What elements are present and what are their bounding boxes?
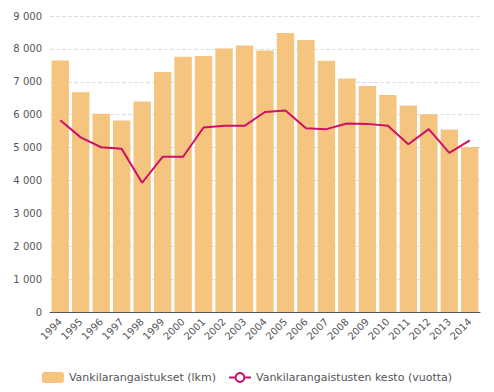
svg-text:1996: 1996 — [79, 316, 105, 342]
svg-text:1999: 1999 — [141, 316, 167, 342]
svg-text:2000: 2000 — [161, 316, 187, 342]
svg-text:6 000: 6 000 — [13, 109, 42, 120]
svg-text:1997: 1997 — [100, 316, 126, 342]
svg-text:2001: 2001 — [182, 316, 208, 342]
svg-text:1 000: 1 000 — [13, 274, 42, 285]
svg-text:2002: 2002 — [202, 316, 228, 342]
svg-text:7 000: 7 000 — [13, 76, 42, 87]
svg-text:2006: 2006 — [284, 316, 310, 342]
svg-text:2012: 2012 — [407, 316, 433, 342]
svg-text:1994: 1994 — [38, 316, 64, 342]
svg-text:Vankilarangaistukset (lkm): Vankilarangaistukset (lkm) — [69, 371, 216, 384]
svg-text:1998: 1998 — [120, 316, 146, 342]
svg-text:2005: 2005 — [264, 316, 290, 342]
svg-text:2014: 2014 — [448, 316, 474, 342]
svg-text:Vankilarangaistusten kesto (vu: Vankilarangaistusten kesto (vuotta) — [256, 371, 452, 384]
svg-text:1995: 1995 — [59, 316, 85, 342]
svg-text:2011: 2011 — [386, 316, 412, 342]
svg-text:0: 0 — [36, 307, 42, 318]
svg-text:2013: 2013 — [427, 316, 453, 342]
svg-text:2008: 2008 — [325, 316, 351, 342]
svg-text:2007: 2007 — [305, 316, 331, 342]
svg-text:2009: 2009 — [346, 316, 372, 342]
svg-text:2003: 2003 — [223, 316, 249, 342]
svg-text:3 000: 3 000 — [13, 208, 42, 219]
svg-text:4 000: 4 000 — [13, 175, 42, 186]
svg-text:2004: 2004 — [243, 316, 269, 342]
svg-text:2010: 2010 — [366, 316, 392, 342]
svg-text:5 000: 5 000 — [13, 142, 42, 153]
svg-text:2 000: 2 000 — [13, 241, 42, 252]
svg-text:9 000: 9 000 — [13, 11, 42, 22]
svg-text:8 000: 8 000 — [13, 43, 42, 54]
